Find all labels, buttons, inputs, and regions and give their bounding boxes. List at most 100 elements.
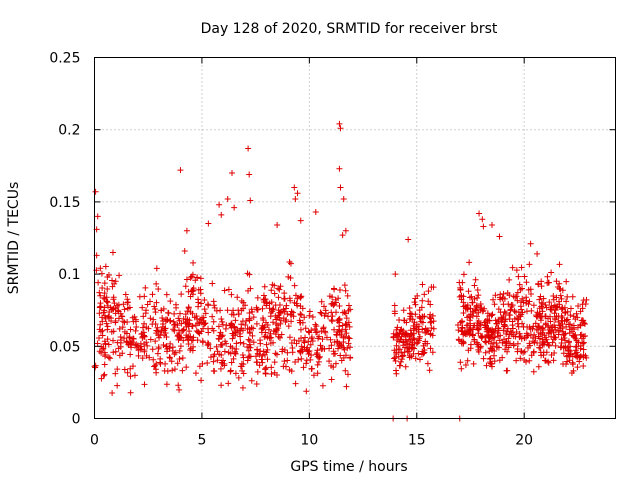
data-point	[507, 306, 514, 313]
data-point	[480, 355, 487, 362]
data-point	[542, 302, 549, 309]
data-point	[176, 386, 183, 393]
data-point	[167, 355, 174, 362]
data-point	[464, 314, 471, 321]
data-point	[457, 286, 464, 293]
data-point	[575, 303, 582, 310]
data-point	[479, 216, 486, 223]
data-point	[271, 359, 278, 366]
data-point	[178, 291, 185, 298]
data-point	[551, 310, 558, 317]
data-point	[303, 360, 310, 367]
data-point	[194, 320, 201, 327]
data-point	[536, 296, 543, 303]
data-point	[125, 299, 132, 306]
data-point	[102, 315, 109, 322]
data-point	[133, 323, 140, 330]
data-point	[171, 366, 178, 373]
data-point	[287, 311, 294, 318]
data-point	[419, 281, 426, 288]
data-point	[112, 370, 119, 377]
data-point	[488, 222, 495, 229]
data-point	[515, 316, 522, 323]
data-point	[470, 309, 477, 316]
data-point	[491, 358, 498, 365]
data-point	[115, 301, 122, 308]
data-point	[291, 184, 298, 191]
data-point	[185, 334, 192, 341]
data-point	[499, 354, 506, 361]
data-point	[313, 323, 320, 330]
data-point	[187, 274, 194, 281]
data-point	[463, 322, 470, 329]
data-point	[143, 307, 150, 314]
data-point	[210, 358, 217, 365]
data-point	[336, 165, 343, 172]
data-point	[279, 308, 286, 315]
data-point	[549, 339, 556, 346]
data-point	[342, 333, 349, 340]
data-point	[303, 388, 310, 395]
data-point	[240, 370, 247, 377]
data-point	[257, 340, 264, 347]
data-point	[402, 363, 409, 370]
data-point	[244, 357, 251, 364]
data-point	[340, 196, 347, 203]
data-point	[214, 357, 221, 364]
data-point	[146, 354, 153, 361]
data-point	[297, 217, 304, 224]
data-point	[181, 247, 188, 254]
data-point	[400, 342, 407, 349]
data-point	[101, 280, 108, 287]
data-point	[317, 342, 324, 349]
data-point	[235, 374, 242, 381]
data-point	[183, 364, 190, 371]
data-point	[250, 339, 257, 346]
data-point	[129, 314, 136, 321]
data-point	[532, 320, 539, 327]
data-point	[139, 324, 146, 331]
data-point	[508, 331, 515, 338]
data-point	[218, 333, 225, 340]
data-point	[454, 322, 461, 329]
data-point	[180, 327, 187, 334]
data-point	[170, 318, 177, 325]
data-point	[121, 328, 128, 335]
data-point	[292, 292, 299, 299]
data-point	[275, 312, 282, 319]
data-point	[336, 303, 343, 310]
data-point	[406, 304, 413, 311]
data-point	[237, 327, 244, 334]
data-point	[326, 345, 333, 352]
data-point	[458, 325, 465, 332]
data-point	[189, 337, 196, 344]
data-point	[491, 301, 498, 308]
data-point	[160, 305, 167, 312]
data-point	[317, 309, 324, 316]
data-point	[213, 343, 220, 350]
data-point	[219, 321, 226, 328]
data-point	[109, 389, 116, 396]
data-point	[268, 370, 275, 377]
data-point	[429, 349, 436, 356]
data-point	[464, 357, 471, 364]
data-point	[520, 299, 527, 306]
data-point	[553, 294, 560, 301]
data-point	[261, 283, 268, 290]
data-point	[346, 335, 353, 342]
data-point	[153, 299, 160, 306]
data-point	[462, 361, 469, 368]
data-point	[268, 364, 275, 371]
data-point	[471, 322, 478, 329]
data-point	[185, 341, 192, 348]
data-point	[246, 310, 253, 317]
data-point	[217, 365, 224, 372]
data-point	[284, 349, 291, 356]
data-point	[276, 301, 283, 308]
data-point	[244, 343, 251, 350]
data-point	[244, 270, 251, 277]
data-point	[550, 336, 557, 343]
data-point	[322, 310, 329, 317]
data-point	[228, 322, 235, 329]
data-point	[558, 343, 565, 350]
